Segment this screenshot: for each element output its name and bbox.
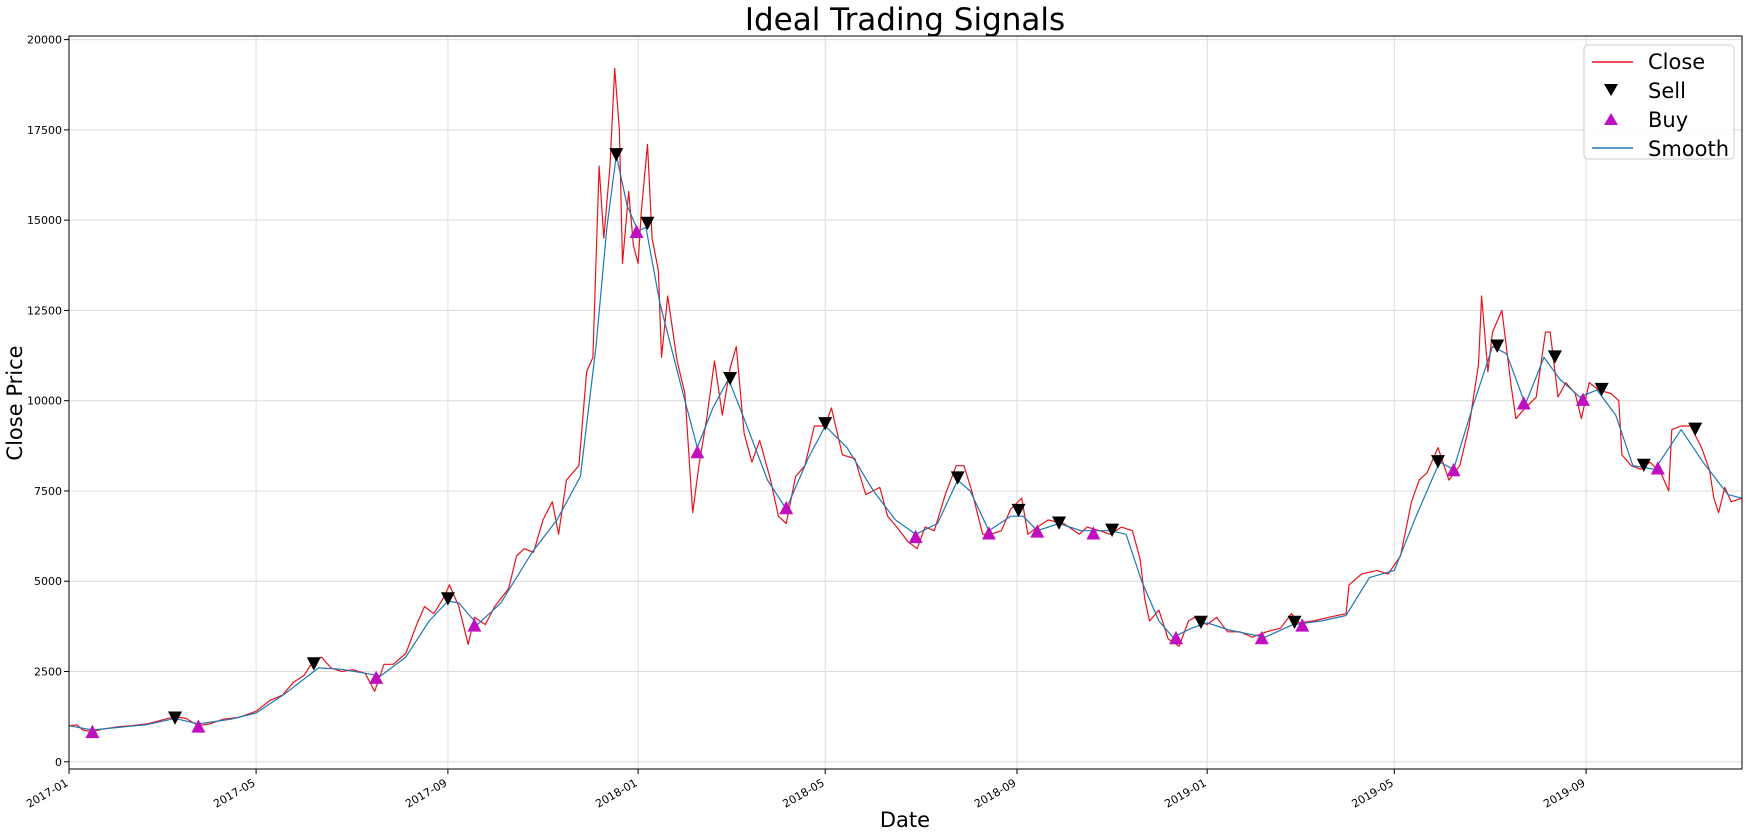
y-tick-label: 20000 bbox=[27, 34, 62, 47]
sell-marker bbox=[1052, 516, 1067, 530]
buy-marker bbox=[1254, 630, 1269, 645]
sell-marker bbox=[1430, 455, 1445, 469]
legend-buy-label: Buy bbox=[1648, 108, 1688, 132]
buy-marker bbox=[1516, 396, 1531, 410]
y-tick-label: 5000 bbox=[34, 575, 62, 588]
sell-marker bbox=[950, 471, 965, 485]
y-tick-label: 15000 bbox=[27, 214, 62, 227]
buy-marker bbox=[908, 529, 923, 544]
grid bbox=[68, 36, 1742, 769]
y-axis-label: Close Price bbox=[3, 345, 27, 460]
buy-marker bbox=[1575, 392, 1590, 406]
sell-marker bbox=[1688, 422, 1703, 436]
plot-frame bbox=[68, 35, 1743, 770]
smooth-line bbox=[69, 154, 1742, 731]
sell-marker bbox=[1105, 523, 1120, 537]
buy-marker bbox=[690, 444, 705, 459]
sell-marker bbox=[818, 417, 833, 431]
x-tick-label: 2017-01 bbox=[24, 776, 70, 810]
sell-marker bbox=[723, 372, 738, 386]
buy-marker bbox=[779, 500, 794, 515]
buy-marker bbox=[629, 224, 644, 238]
buy-markers bbox=[85, 224, 1665, 739]
y-tick-label: 12500 bbox=[27, 304, 62, 317]
x-tick-label: 2017-09 bbox=[403, 776, 449, 810]
legend-sell-swatch bbox=[1604, 84, 1618, 96]
sell-marker bbox=[1193, 615, 1208, 630]
sell-marker bbox=[1287, 615, 1302, 630]
x-axis: 2017-01 2017-05 2017-09 2018-01 2018-05 2018-… bbox=[24, 769, 1588, 811]
x-tick-label: 2017-05 bbox=[211, 776, 257, 810]
x-tick-label: 2018-09 bbox=[972, 776, 1018, 810]
legend-close-label: Close bbox=[1648, 50, 1705, 74]
sell-marker bbox=[1636, 458, 1651, 472]
chart-title: Ideal Trading Signals bbox=[745, 2, 1065, 38]
legend-smooth-label: Smooth bbox=[1648, 137, 1729, 161]
y-tick-label: 17500 bbox=[27, 124, 62, 137]
sell-marker bbox=[440, 592, 455, 606]
buy-marker bbox=[85, 724, 100, 739]
sell-marker bbox=[640, 216, 655, 231]
buy-marker bbox=[1169, 630, 1184, 645]
y-tick-label: 10000 bbox=[27, 395, 62, 408]
x-tick-label: 2019-05 bbox=[1349, 776, 1395, 810]
buy-marker bbox=[369, 670, 384, 684]
sell-marker bbox=[1547, 350, 1562, 364]
sell-marker bbox=[1011, 503, 1026, 518]
buy-marker bbox=[1446, 463, 1461, 477]
legend-buy-swatch bbox=[1604, 113, 1618, 125]
y-axis: 0 2500 5000 7500 10000 12500 15000 17500 20000 bbox=[27, 34, 69, 769]
close-price-line bbox=[69, 67, 1742, 733]
buy-marker bbox=[191, 719, 206, 733]
y-tick-label: 2500 bbox=[34, 666, 62, 679]
sell-marker bbox=[1594, 382, 1609, 397]
buy-marker bbox=[1030, 524, 1045, 538]
legend-frame bbox=[1583, 44, 1735, 160]
buy-marker bbox=[981, 526, 996, 540]
sell-marker bbox=[168, 711, 183, 725]
sell-marker bbox=[1490, 339, 1505, 353]
x-tick-label: 2018-05 bbox=[780, 776, 826, 810]
sell-markers bbox=[168, 148, 1703, 725]
sell-marker bbox=[609, 148, 624, 162]
x-axis-label: Date bbox=[880, 808, 930, 832]
series-close bbox=[69, 67, 1742, 733]
buy-marker bbox=[467, 618, 482, 632]
series-smooth bbox=[69, 154, 1742, 731]
y-tick-label: 7500 bbox=[34, 485, 62, 498]
x-tick-label: 2019-09 bbox=[1541, 776, 1587, 810]
sell-marker bbox=[306, 657, 321, 671]
buy-marker bbox=[1086, 526, 1101, 540]
buy-marker bbox=[1650, 461, 1665, 475]
x-tick-label: 2018-01 bbox=[593, 776, 639, 810]
legend: Close Sell Buy Smooth bbox=[1583, 44, 1735, 161]
legend-sell-label: Sell bbox=[1648, 79, 1686, 103]
x-tick-label: 2019-01 bbox=[1162, 776, 1208, 810]
y-tick-label: 0 bbox=[55, 756, 62, 769]
buy-marker bbox=[1295, 618, 1310, 632]
